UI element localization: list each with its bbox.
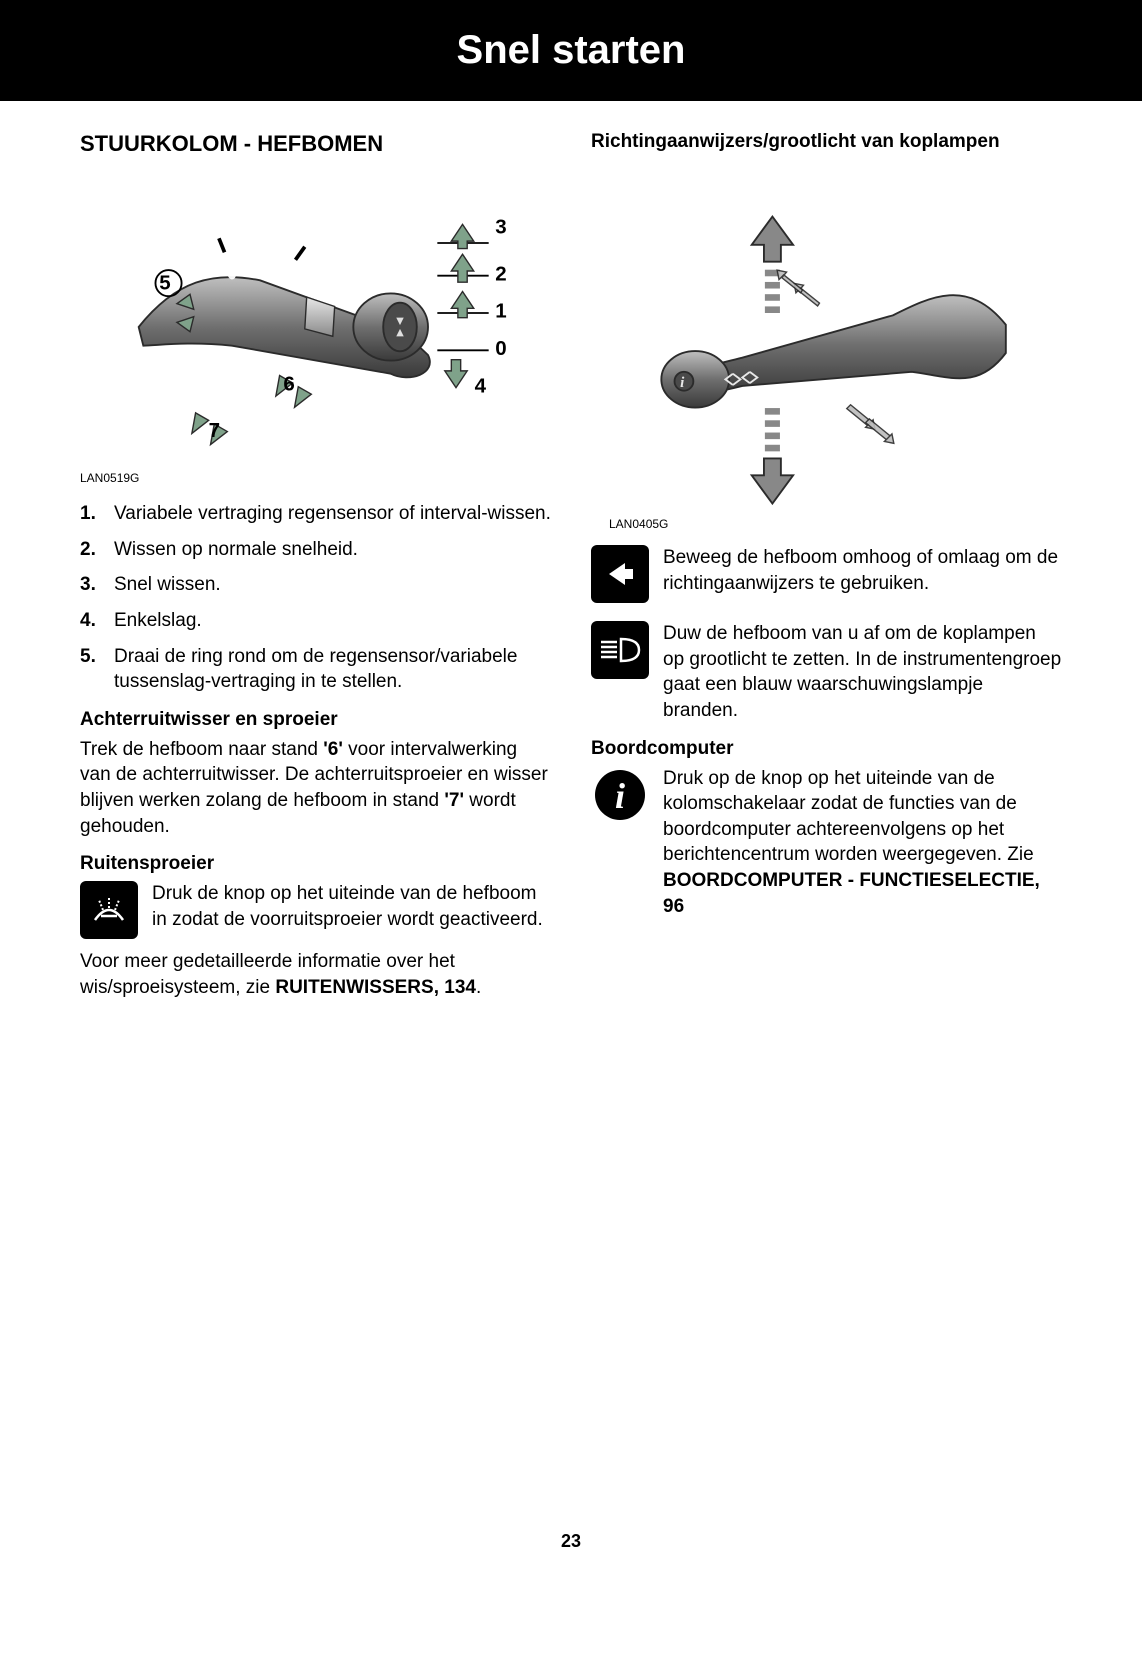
wiper-stalk-svg: 3 2 1 0 4 5 6 7 (106, 187, 526, 467)
washer-icon (80, 881, 138, 939)
list-text: Variabele vertraging regensensor of inte… (114, 501, 551, 527)
list-item: 1.Variabele vertraging regensensor of in… (80, 501, 551, 527)
list-item: 3.Snel wissen. (80, 572, 551, 598)
washer-icon-svg (89, 890, 129, 930)
page-body: STUURKOLOM - HEFBOMEN (0, 101, 1142, 1592)
washer-text: Druk de knop op het uiteinde van de hefb… (152, 881, 551, 939)
left-column: STUURKOLOM - HEFBOMEN (80, 131, 551, 1011)
wiper-stalk-figure: 3 2 1 0 4 5 6 7 (80, 187, 551, 467)
list-num: 4. (80, 608, 114, 634)
turn-signal-text: Beweeg de hefboom omhoog of omlaag om de… (663, 545, 1062, 603)
right-heading: Richtingaanwijzers/grootlicht van koplam… (591, 131, 1062, 153)
left-figure-id: LAN0519G (80, 471, 551, 485)
info-icon-svg: i (593, 768, 647, 822)
text-bold: BOORDCOMPUTER - FUNCTIESELECTIE, 96 (663, 870, 1040, 917)
washer-heading: Ruitensproeier (80, 853, 551, 875)
arrow-left-icon (591, 545, 649, 603)
text-part: Trek de hefboom naar stand (80, 739, 323, 760)
fig-label-4: 4 (474, 374, 486, 397)
page-number: 23 (80, 1531, 1062, 1552)
page-header: Snel starten (0, 0, 1142, 101)
rear-wiper-heading: Achterruitwisser en sproeier (80, 709, 551, 731)
list-num: 1. (80, 501, 114, 527)
list-item: 5.Draai de ring rond om de regensensor/v… (80, 644, 551, 695)
highbeam-row: Duw de hefboom van u af om de koplampen … (591, 621, 1062, 724)
fig-label-1: 1 (495, 300, 506, 323)
highbeam-icon (591, 621, 649, 679)
right-figure-id: LAN0405G (609, 517, 1062, 531)
list-num: 2. (80, 537, 114, 563)
indicator-stalk-svg: i (617, 193, 1037, 513)
fig-label-7: 7 (208, 419, 219, 442)
fig-label-0: 0 (495, 337, 506, 360)
more-info-text: Voor meer gedetailleerde informatie over… (80, 949, 551, 1000)
text-bold: '7' (444, 790, 464, 811)
arrow-left-icon-svg (601, 555, 639, 593)
left-heading: STUURKOLOM - HEFBOMEN (80, 131, 551, 157)
trip-heading: Boordcomputer (591, 738, 1062, 760)
fig-label-5: 5 (159, 272, 170, 295)
info-icon: i (591, 766, 649, 824)
highbeam-text: Duw de hefboom van u af om de koplampen … (663, 621, 1062, 724)
fig-label-6: 6 (283, 372, 294, 395)
rear-wiper-text: Trek de hefboom naar stand '6' voor inte… (80, 737, 551, 840)
highbeam-icon-svg (599, 635, 641, 665)
text-bold: RUITENWISSERS, 134 (275, 977, 476, 998)
list-num: 5. (80, 644, 114, 695)
list-text: Draai de ring rond om de regensensor/var… (114, 644, 551, 695)
text-part: . (476, 977, 481, 998)
trip-row: i Druk op de knop op het uiteinde van de… (591, 766, 1062, 920)
trip-text: Druk op de knop op het uiteinde van de k… (663, 766, 1062, 920)
two-column-layout: STUURKOLOM - HEFBOMEN (80, 131, 1062, 1011)
page-title: Snel starten (457, 28, 686, 72)
list-text: Snel wissen. (114, 572, 221, 598)
list-num: 3. (80, 572, 114, 598)
right-column: Richtingaanwijzers/grootlicht van koplam… (591, 131, 1062, 1011)
washer-row: Druk de knop op het uiteinde van de hefb… (80, 881, 551, 939)
list-text: Wissen op normale snelheid. (114, 537, 358, 563)
turn-signal-row: Beweeg de hefboom omhoog of omlaag om de… (591, 545, 1062, 603)
text-part: Druk op de knop op het uiteinde van de k… (663, 768, 1034, 866)
fig-label-3: 3 (495, 216, 506, 239)
list-item: 2.Wissen op normale snelheid. (80, 537, 551, 563)
text-bold: '6' (323, 739, 343, 760)
wiper-function-list: 1.Variabele vertraging regensensor of in… (80, 501, 551, 695)
list-text: Enkelslag. (114, 608, 202, 634)
fig-label-2: 2 (495, 262, 506, 285)
list-item: 4.Enkelslag. (80, 608, 551, 634)
indicator-stalk-figure: i (591, 193, 1062, 513)
svg-text:i: i (615, 776, 625, 816)
